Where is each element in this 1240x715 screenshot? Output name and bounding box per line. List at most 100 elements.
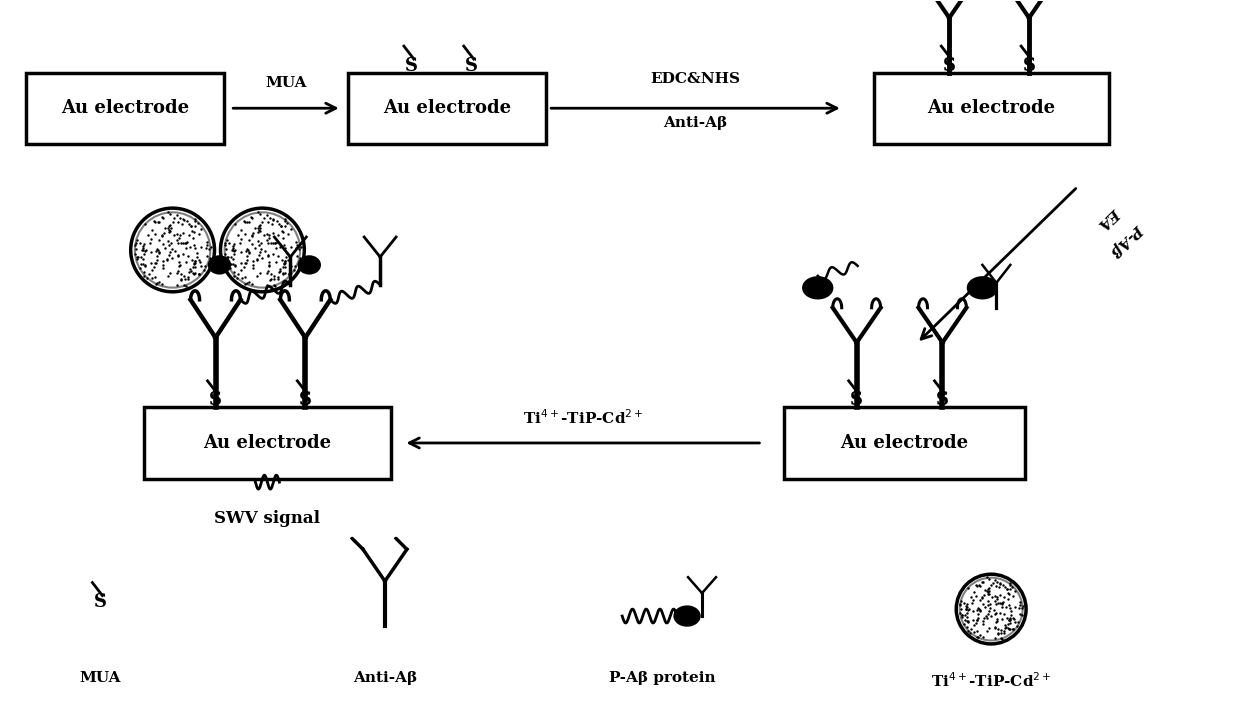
Point: [970, 580, 990, 591]
Point: [281, 241, 301, 252]
Point: [243, 262, 263, 274]
Point: [275, 255, 295, 267]
Text: MUA: MUA: [265, 77, 306, 90]
Point: [223, 245, 243, 256]
Point: [975, 585, 994, 596]
Text: S: S: [1023, 56, 1035, 74]
Point: [957, 602, 977, 613]
Point: [217, 254, 237, 265]
Point: [188, 268, 208, 280]
Point: [967, 626, 987, 637]
Point: [224, 260, 244, 271]
Point: [133, 245, 153, 256]
Point: [180, 218, 200, 230]
Point: [967, 604, 987, 616]
Point: [179, 267, 198, 278]
Point: [994, 626, 1014, 637]
Point: [188, 255, 208, 266]
Point: [268, 271, 288, 282]
Text: P-Aβ protein: P-Aβ protein: [609, 671, 715, 685]
Point: [985, 622, 1004, 633]
Point: [157, 255, 177, 266]
Point: [996, 621, 1016, 633]
Point: [221, 258, 241, 270]
Point: [1003, 623, 1023, 635]
Point: [968, 580, 988, 591]
Point: [146, 243, 166, 255]
Point: [153, 212, 172, 224]
Point: [255, 245, 275, 257]
Text: Anti-Aβ: Anti-Aβ: [353, 671, 417, 685]
Point: [1003, 623, 1023, 634]
Point: [991, 633, 1011, 644]
Text: S: S: [405, 56, 418, 74]
Point: [151, 212, 171, 223]
Point: [149, 216, 169, 227]
Point: [145, 257, 165, 268]
Point: [262, 218, 281, 230]
Point: [265, 242, 285, 253]
Point: [987, 576, 1007, 588]
Point: [224, 266, 244, 277]
Bar: [144, 408, 391, 478]
Point: [963, 595, 983, 606]
Point: [274, 258, 294, 270]
Point: [246, 222, 265, 233]
Point: [998, 622, 1018, 633]
Point: [196, 242, 216, 254]
Point: [252, 244, 272, 255]
Point: [234, 229, 254, 240]
Point: [986, 598, 1006, 609]
Text: Anti-Aβ: Anti-Aβ: [663, 117, 728, 130]
Point: [249, 221, 269, 232]
Point: [153, 259, 172, 270]
Point: [242, 212, 262, 223]
Point: [966, 579, 986, 591]
Point: [224, 245, 244, 257]
Point: [996, 601, 1016, 612]
Point: [277, 252, 296, 263]
Point: [999, 615, 1019, 626]
Point: [216, 244, 236, 255]
Point: [187, 218, 207, 230]
Point: [141, 225, 161, 236]
Point: [972, 631, 992, 643]
Point: [160, 226, 180, 237]
Point: [1002, 581, 1022, 593]
Point: [134, 253, 154, 265]
Point: [160, 267, 180, 278]
Point: [264, 273, 284, 285]
Point: [259, 232, 279, 244]
Point: [224, 259, 244, 270]
Point: [272, 220, 291, 231]
Point: [956, 600, 976, 611]
Point: [151, 230, 171, 241]
Point: [160, 208, 180, 220]
Point: [200, 243, 219, 255]
Point: [148, 250, 167, 262]
Point: [201, 241, 221, 252]
Point: [272, 225, 291, 237]
Point: [250, 226, 270, 237]
Point: [176, 242, 196, 253]
Point: [257, 229, 277, 240]
Point: [992, 601, 1012, 613]
Point: [153, 230, 172, 242]
Point: [128, 252, 148, 263]
Point: [996, 582, 1016, 593]
Point: [254, 212, 274, 224]
Point: [179, 251, 198, 262]
Point: [970, 605, 990, 616]
Point: [1012, 602, 1032, 613]
Point: [177, 236, 197, 247]
Point: [185, 242, 205, 254]
Point: [146, 257, 166, 269]
Point: [159, 235, 179, 246]
Point: [990, 589, 1009, 601]
Point: [236, 257, 255, 268]
Point: [268, 273, 288, 285]
Text: Ti$^{4+}$-TiP-Cd$^{2+}$: Ti$^{4+}$-TiP-Cd$^{2+}$: [522, 408, 644, 427]
Point: [963, 587, 983, 598]
Point: [980, 583, 999, 594]
Point: [237, 216, 257, 227]
